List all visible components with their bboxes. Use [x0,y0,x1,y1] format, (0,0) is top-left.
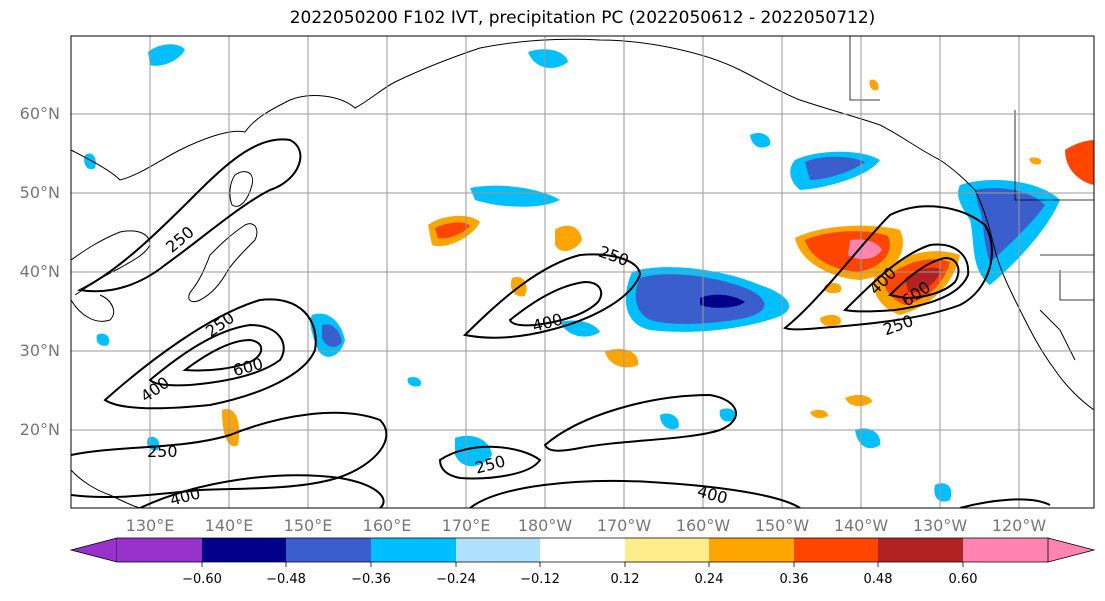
lon-label: 140°W [833,516,889,535]
lon-label: 130°E [125,516,175,535]
colorbar-tick-label: −0.12 [520,572,560,587]
colorbar-tick-label: −0.24 [436,572,476,587]
colorbar-segment [878,538,963,562]
colorbar-segment [963,538,1048,562]
map-title: 2022050200 F102 IVT, precipitation PC (2… [289,8,876,28]
ivt-contours [71,138,1051,508]
lon-label: 150°E [283,516,333,535]
colorbar-extend-max [1047,537,1096,563]
lon-label: 140°E [204,516,254,535]
contour-label: 250 [147,442,178,461]
lon-label: 170°E [441,516,491,535]
colorbar-tick-label: 0.36 [779,572,809,587]
colorbar-tick-label: 0.48 [863,572,893,587]
colorbar-extend-min [69,537,118,563]
lat-label: 30°N [19,341,60,360]
lat-label: 40°N [19,262,60,281]
lat-label: 20°N [19,420,60,439]
lon-label: 160°W [675,516,731,535]
lon-label: 120°W [991,516,1047,535]
precip-shading [84,44,1094,502]
colorbar-segment [456,538,540,562]
colorbar-segment [709,538,794,562]
lon-label: 180°W [517,516,573,535]
colorbar [69,537,1096,567]
colorbar-segment [625,538,709,562]
lat-label: 50°N [19,183,60,202]
colorbar-tick-label: 0.24 [694,572,724,587]
colorbar-tick-label: −0.36 [351,572,391,587]
colorbar-segment [117,538,202,562]
colorbar-segment [794,538,878,562]
colorbar-tick-label: 0.12 [610,572,640,587]
lat-label: 60°N [19,104,60,123]
colorbar-tick-label: −0.48 [266,572,306,587]
colorbar-tick-label: 0.60 [948,572,978,587]
lon-label: 130°W [912,516,968,535]
map-border [70,35,1095,509]
lon-label: 160°E [362,516,412,535]
colorbar-segment [286,538,371,562]
colorbar-segment [540,538,625,562]
colorbar-tick-label: −0.60 [182,572,222,587]
coastlines [71,38,1094,508]
gridlines [71,36,1094,508]
lon-label: 170°W [596,516,652,535]
lon-label: 150°W [754,516,810,535]
borders [849,36,1094,301]
colorbar-segment [202,538,286,562]
colorbar-segment [371,538,456,562]
